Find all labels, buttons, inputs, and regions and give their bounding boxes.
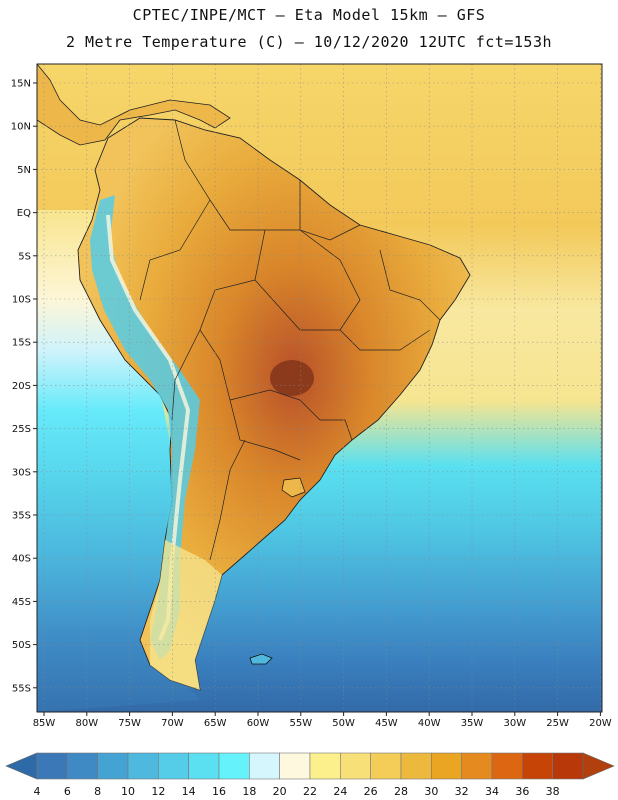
lat-label: 50S	[12, 640, 31, 651]
lat-label: 45S	[12, 597, 31, 608]
lon-label: 65W	[204, 718, 227, 729]
longitude-labels: 85W 80W 75W 70W 65W 60W 55W 50W 45W 40W 35W 30W 25W 2…	[33, 712, 612, 729]
hot-core	[270, 360, 314, 396]
colorbar: 4 6 8 10 12 14 16 18 20 22 24 26 28 30 32 34 36 38	[5, 752, 615, 798]
colorbar-label: 12	[151, 785, 165, 798]
map-area	[37, 64, 602, 712]
colorbar-label: 30	[424, 785, 438, 798]
colorbar-swatch	[127, 752, 159, 780]
patagonia-mild	[150, 540, 222, 690]
colorbar-label: 28	[394, 785, 408, 798]
lat-label: 25S	[12, 424, 31, 435]
colorbar-swatch	[340, 752, 371, 780]
map-frame	[36, 63, 603, 713]
lon-label: 50W	[332, 718, 355, 729]
lat-label: 15N	[11, 79, 31, 90]
colorbar-label: 4	[34, 785, 41, 798]
lon-label: 20W	[589, 718, 612, 729]
colorbar-swatch	[279, 752, 311, 780]
colorbar-swatch	[67, 752, 98, 780]
falkland-islands	[249, 653, 273, 665]
colorbar-label: 24	[333, 785, 347, 798]
lon-label: 25W	[546, 718, 569, 729]
colorbar-swatch	[158, 752, 189, 780]
lagoa-dos-patos	[281, 477, 306, 498]
colorbar-swatch	[370, 752, 402, 780]
colorbar-label: 22	[303, 785, 317, 798]
colorbar-label: 32	[455, 785, 469, 798]
lat-label: 10S	[12, 295, 31, 306]
lon-label: 35W	[461, 718, 484, 729]
lon-label: 85W	[33, 718, 56, 729]
colorbar-label: 10	[121, 785, 135, 798]
colorbar-label: 6	[64, 785, 71, 798]
lon-label: 40W	[418, 718, 441, 729]
graticule	[37, 64, 602, 712]
lat-label: 40S	[12, 554, 31, 565]
colorbar-swatch	[309, 752, 341, 780]
lat-label: 5N	[17, 165, 31, 176]
lon-label: 75W	[118, 718, 141, 729]
lat-label: 5S	[18, 251, 31, 262]
colorbar-swatch	[188, 752, 220, 780]
colorbar-swatch	[491, 752, 523, 780]
colorbar-swatch	[522, 752, 553, 780]
lon-label: 70W	[161, 718, 184, 729]
lat-label: 30S	[12, 467, 31, 478]
country-borders	[139, 119, 441, 561]
lon-label: 60W	[247, 718, 270, 729]
colorbar-label: 38	[546, 785, 560, 798]
colorbar-swatch	[218, 752, 250, 780]
colorbar-swatch	[552, 752, 584, 780]
colorbar-swatch	[36, 752, 68, 780]
lat-label: 15S	[12, 338, 31, 349]
colorbar-label: 8	[94, 785, 101, 798]
colorbar-right-arrow	[582, 752, 615, 780]
colorbar-swatch	[461, 752, 493, 780]
colorbar-label: 36	[515, 785, 529, 798]
colorbar-left-arrow	[5, 752, 38, 780]
lat-label: EQ	[17, 208, 31, 219]
colorbar-label: 26	[364, 785, 378, 798]
colorbar-swatch	[400, 752, 432, 780]
lat-label: 10N	[11, 122, 31, 133]
lat-label: 20S	[12, 381, 31, 392]
lon-label: 55W	[289, 718, 312, 729]
colorbar-swatch	[249, 752, 280, 780]
lat-label: 55S	[12, 683, 31, 694]
pacific-ocean-field	[37, 210, 200, 712]
colorbar-label: 18	[242, 785, 256, 798]
map-title-line-2: 2 Metre Temperature (C) – 10/12/2020 12U…	[65, 33, 553, 51]
lon-label: 80W	[75, 718, 98, 729]
colorbar-label: 34	[485, 785, 499, 798]
lat-label: 35S	[12, 511, 31, 522]
colorbar-label: 16	[212, 785, 226, 798]
colorbar-swatch	[431, 752, 462, 780]
colorbar-swatch	[97, 752, 129, 780]
lon-label: 30W	[503, 718, 526, 729]
latitude-labels: 15N 10N 5N EQ 5S 10S 15S 20S 25S 30S 35S 40S 45S 50S 5…	[11, 79, 37, 694]
lon-label: 45W	[375, 718, 398, 729]
colorbar-label: 20	[273, 785, 287, 798]
colorbar-label: 14	[182, 785, 196, 798]
map-title-line-1: CPTEC/INPE/MCT – Eta Model 15km – GFS	[132, 6, 486, 24]
